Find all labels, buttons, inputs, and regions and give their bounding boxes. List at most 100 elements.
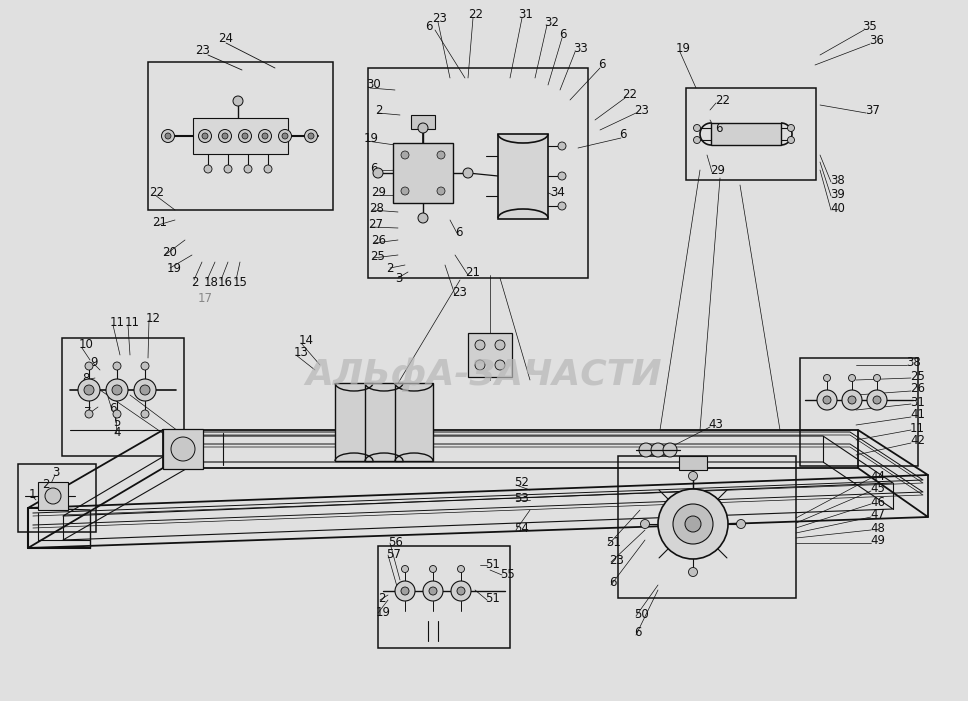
Circle shape bbox=[402, 566, 408, 573]
Circle shape bbox=[279, 130, 291, 142]
Circle shape bbox=[401, 187, 409, 195]
Circle shape bbox=[85, 362, 93, 370]
Circle shape bbox=[639, 443, 653, 457]
Circle shape bbox=[693, 137, 701, 144]
Circle shape bbox=[140, 385, 150, 395]
Circle shape bbox=[685, 516, 701, 532]
Bar bbox=[18, 464, 96, 532]
Circle shape bbox=[824, 374, 831, 381]
Circle shape bbox=[842, 390, 862, 410]
Text: 35: 35 bbox=[862, 20, 877, 34]
Bar bbox=[468, 333, 512, 377]
Text: 18: 18 bbox=[204, 276, 219, 290]
Text: 49: 49 bbox=[870, 534, 885, 547]
Circle shape bbox=[238, 130, 252, 142]
Circle shape bbox=[418, 213, 428, 223]
Text: 51: 51 bbox=[485, 592, 499, 604]
Circle shape bbox=[85, 410, 93, 418]
Circle shape bbox=[134, 379, 156, 401]
Text: 20: 20 bbox=[162, 245, 177, 259]
Circle shape bbox=[202, 133, 208, 139]
Circle shape bbox=[78, 379, 100, 401]
Text: 6: 6 bbox=[370, 161, 378, 175]
Text: 15: 15 bbox=[233, 276, 248, 290]
Text: 3: 3 bbox=[395, 271, 403, 285]
Circle shape bbox=[430, 566, 437, 573]
Circle shape bbox=[688, 568, 698, 576]
Text: 40: 40 bbox=[830, 201, 845, 215]
Text: 56: 56 bbox=[388, 536, 403, 548]
Text: 6: 6 bbox=[634, 627, 642, 639]
Circle shape bbox=[401, 587, 409, 595]
Text: 26: 26 bbox=[910, 383, 925, 395]
Text: 23: 23 bbox=[452, 287, 467, 299]
Circle shape bbox=[867, 390, 887, 410]
Text: 2: 2 bbox=[42, 477, 49, 491]
Text: 3: 3 bbox=[52, 466, 59, 479]
Text: 31: 31 bbox=[910, 395, 924, 409]
Circle shape bbox=[113, 410, 121, 418]
Bar bbox=[193, 118, 288, 154]
Circle shape bbox=[641, 519, 650, 529]
Text: 44: 44 bbox=[870, 470, 885, 482]
Circle shape bbox=[141, 362, 149, 370]
Text: 2: 2 bbox=[375, 104, 382, 116]
Text: 6: 6 bbox=[619, 128, 626, 142]
Circle shape bbox=[418, 123, 428, 133]
Circle shape bbox=[558, 202, 566, 210]
Circle shape bbox=[162, 130, 174, 142]
Text: 8: 8 bbox=[82, 372, 89, 385]
Circle shape bbox=[457, 587, 465, 595]
Circle shape bbox=[458, 566, 465, 573]
Circle shape bbox=[423, 581, 443, 601]
Circle shape bbox=[171, 437, 195, 461]
Text: 2: 2 bbox=[191, 276, 198, 290]
Circle shape bbox=[451, 581, 471, 601]
Text: 11: 11 bbox=[910, 421, 925, 435]
Text: 6: 6 bbox=[609, 576, 617, 590]
Circle shape bbox=[282, 133, 288, 139]
Text: 30: 30 bbox=[366, 79, 380, 92]
Text: 31: 31 bbox=[518, 8, 532, 22]
Circle shape bbox=[651, 443, 665, 457]
Circle shape bbox=[788, 125, 795, 132]
Circle shape bbox=[495, 360, 505, 370]
Text: 41: 41 bbox=[910, 409, 925, 421]
Text: 19: 19 bbox=[376, 606, 391, 618]
Bar bbox=[618, 456, 796, 598]
Text: 23: 23 bbox=[432, 13, 447, 25]
Bar bbox=[395, 383, 433, 461]
Circle shape bbox=[106, 379, 128, 401]
Circle shape bbox=[475, 340, 485, 350]
Text: 4: 4 bbox=[113, 426, 120, 439]
Text: 39: 39 bbox=[830, 187, 845, 200]
Circle shape bbox=[817, 390, 837, 410]
Text: 36: 36 bbox=[869, 34, 884, 48]
Text: 16: 16 bbox=[218, 276, 233, 290]
Text: 23: 23 bbox=[634, 104, 649, 116]
Bar bbox=[411, 115, 435, 129]
Bar bbox=[800, 358, 918, 466]
Circle shape bbox=[305, 130, 318, 142]
Circle shape bbox=[788, 137, 795, 144]
Circle shape bbox=[141, 410, 149, 418]
Text: 12: 12 bbox=[146, 313, 161, 325]
Text: 13: 13 bbox=[294, 346, 309, 360]
Circle shape bbox=[222, 133, 228, 139]
Circle shape bbox=[113, 362, 121, 370]
Text: 5: 5 bbox=[113, 416, 120, 428]
Text: 7: 7 bbox=[84, 407, 92, 419]
Circle shape bbox=[495, 340, 505, 350]
Text: 6: 6 bbox=[455, 226, 463, 240]
Bar bbox=[686, 88, 816, 180]
Text: 25: 25 bbox=[910, 369, 924, 383]
Text: 53: 53 bbox=[514, 491, 529, 505]
Text: 23: 23 bbox=[609, 554, 623, 566]
Circle shape bbox=[84, 385, 94, 395]
Bar bbox=[365, 383, 403, 461]
Text: 9: 9 bbox=[90, 355, 98, 369]
Text: 55: 55 bbox=[500, 568, 515, 580]
Circle shape bbox=[558, 142, 566, 150]
Text: 26: 26 bbox=[371, 233, 386, 247]
Text: 57: 57 bbox=[386, 547, 401, 561]
